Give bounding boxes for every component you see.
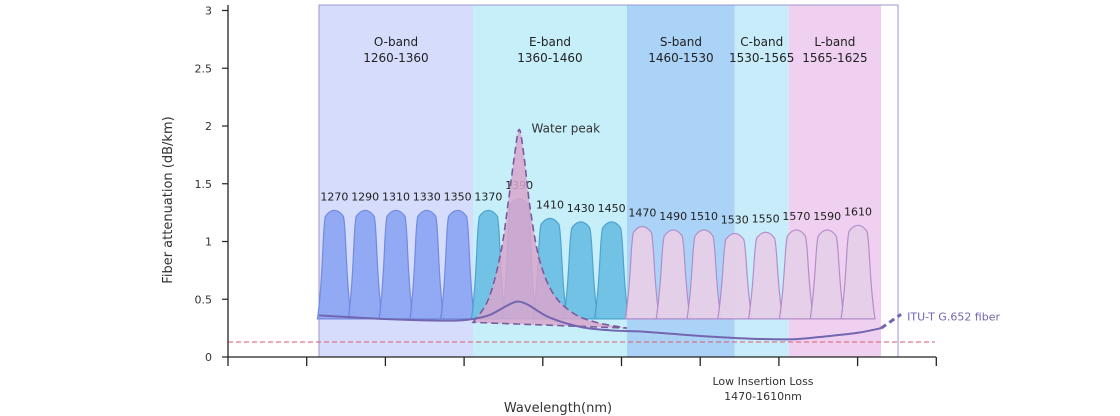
fiber-label: ITU-T G.652 fiber bbox=[907, 310, 1000, 323]
band-name: C-band bbox=[740, 35, 783, 49]
channel-1330 bbox=[409, 209, 445, 320]
channel-1510 bbox=[686, 229, 722, 320]
y-tick-label: 2.5 bbox=[195, 62, 213, 75]
y-tick-label: 0.5 bbox=[195, 293, 213, 306]
y-tick-label: 1.5 bbox=[195, 178, 213, 191]
y-axis-label: Fiber attenuation (dB/km) bbox=[161, 116, 176, 283]
band-name: L-band bbox=[814, 35, 855, 49]
annotation-line-2: 1470-1610nm bbox=[724, 390, 802, 403]
channel-1490 bbox=[655, 229, 691, 320]
channel-1470 bbox=[624, 225, 661, 320]
channel-label: 1450 bbox=[598, 202, 626, 215]
y-tick-label: 3 bbox=[205, 5, 212, 18]
water-peak-curve bbox=[471, 128, 628, 329]
channel-label: 1530 bbox=[721, 213, 749, 226]
band-range: 1260-1360 bbox=[363, 51, 428, 65]
band-range: 1460-1530 bbox=[648, 51, 713, 65]
channel-1430 bbox=[563, 221, 599, 320]
channel-label: 1290 bbox=[351, 190, 379, 203]
channel-label: 1510 bbox=[690, 210, 718, 223]
channel-1290 bbox=[347, 209, 383, 320]
y-tick-label: 0 bbox=[205, 351, 212, 364]
channel-label: 1370 bbox=[474, 190, 502, 203]
fiber-attenuation-curve bbox=[318, 300, 882, 341]
water-peak-label: Water peak bbox=[532, 121, 601, 135]
channel-1530 bbox=[717, 232, 753, 320]
x-axis bbox=[227, 356, 937, 366]
channel-label: 1270 bbox=[320, 190, 348, 203]
channel-label: 1430 bbox=[567, 202, 595, 215]
channel-label: 1410 bbox=[536, 198, 564, 211]
band-range: 1565-1625 bbox=[802, 51, 867, 65]
channel-1610 bbox=[840, 224, 876, 320]
channel-label: 1490 bbox=[659, 210, 687, 223]
channel-label: 1590 bbox=[813, 210, 841, 223]
annotation-line-1: Low Insertion Loss bbox=[712, 375, 813, 388]
channel-label: 1350 bbox=[444, 190, 472, 203]
channel-label: 1330 bbox=[413, 190, 441, 203]
band-name: E-band bbox=[529, 35, 571, 49]
band-name: S-band bbox=[660, 35, 702, 49]
x-axis-label: Wavelength(nm) bbox=[504, 401, 612, 416]
channel-1570 bbox=[778, 229, 815, 320]
y-tick-label: 1 bbox=[205, 236, 212, 249]
y-tick-label: 2 bbox=[205, 120, 212, 133]
channel-1270 bbox=[316, 209, 353, 320]
band-name: O-band bbox=[374, 35, 418, 49]
channel-1350 bbox=[439, 209, 476, 320]
channel-1450 bbox=[593, 221, 630, 320]
channel-1590 bbox=[809, 229, 845, 320]
channel-1310 bbox=[378, 209, 414, 320]
band-range: 1530-1565 bbox=[729, 51, 794, 65]
channel-label: 1310 bbox=[382, 190, 410, 203]
fiber-curve-extension bbox=[880, 313, 902, 330]
channel-label: 1470 bbox=[628, 206, 656, 219]
band-range: 1360-1460 bbox=[517, 51, 582, 65]
band-labels: O-band 1260-1360 E-band 1360-1460 S-band 1460… bbox=[363, 35, 867, 65]
channel-label: 1610 bbox=[844, 205, 872, 218]
channel-label: 1570 bbox=[782, 210, 810, 223]
channel-label: 1550 bbox=[752, 212, 780, 225]
y-axis: 0 0.5 1 1.5 2 2.5 3 bbox=[195, 5, 229, 364]
channel-1550 bbox=[747, 231, 784, 320]
